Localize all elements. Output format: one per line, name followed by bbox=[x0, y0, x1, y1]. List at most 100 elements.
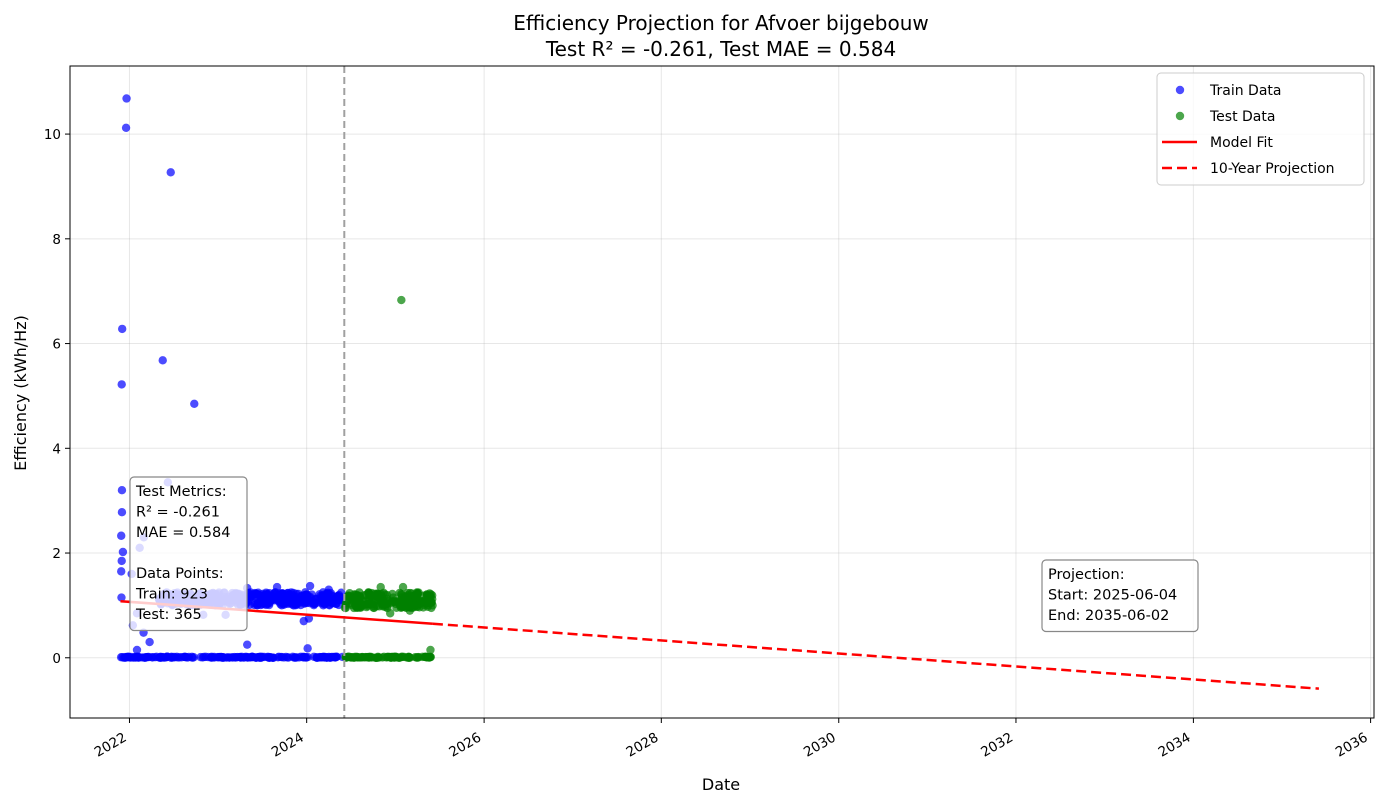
x-tick-label: 2024 bbox=[269, 730, 307, 761]
test-point bbox=[345, 591, 355, 601]
y-tick-label: 2 bbox=[52, 546, 61, 562]
test-point bbox=[371, 596, 380, 606]
test-point bbox=[376, 582, 385, 592]
test-point bbox=[341, 603, 350, 613]
train-point bbox=[184, 652, 194, 662]
legend-label: Model Fit bbox=[1210, 135, 1273, 151]
train-point bbox=[278, 589, 287, 598]
train-point bbox=[158, 356, 167, 365]
train-point bbox=[158, 652, 167, 662]
legend: Train Data Test Data Model Fit 10-Year Proj… bbox=[1156, 72, 1365, 186]
train-point bbox=[150, 653, 160, 662]
test-point bbox=[364, 588, 373, 598]
train-point bbox=[117, 380, 126, 389]
test-point bbox=[356, 602, 366, 611]
test-point bbox=[373, 652, 383, 661]
train-point bbox=[132, 645, 142, 655]
train-point bbox=[225, 653, 234, 662]
test-point bbox=[405, 588, 415, 598]
train-point bbox=[280, 597, 289, 607]
y-tick-label: 8 bbox=[52, 232, 61, 248]
x-tick-label: 2030 bbox=[801, 730, 839, 761]
train-point bbox=[301, 595, 310, 605]
train-point bbox=[312, 598, 322, 607]
plot-frame bbox=[69, 65, 1375, 719]
text-box-line: Start: 2025-06-04 bbox=[1048, 588, 1177, 604]
train-point bbox=[121, 123, 131, 132]
train-point bbox=[122, 94, 131, 103]
train-point bbox=[289, 601, 298, 610]
test-point bbox=[341, 653, 351, 662]
train-point bbox=[248, 590, 257, 599]
chart-title-line1: Efficiency Projection for Afvoer bijgebo… bbox=[513, 11, 929, 35]
train-point bbox=[210, 652, 219, 662]
text-box-frame bbox=[129, 476, 248, 632]
text-box-line: Test: 365 bbox=[135, 607, 202, 623]
test-point bbox=[426, 645, 435, 655]
y-tick-label: 10 bbox=[44, 127, 61, 143]
train-point bbox=[117, 593, 126, 602]
train-point bbox=[335, 596, 344, 605]
train-point bbox=[198, 653, 207, 662]
test-point bbox=[364, 653, 373, 662]
test-point bbox=[403, 596, 413, 605]
text-box-frame bbox=[1041, 559, 1199, 633]
train-point bbox=[272, 582, 282, 592]
legend-label: Test Data bbox=[1209, 109, 1275, 125]
train-point bbox=[145, 637, 154, 647]
train-point bbox=[324, 585, 333, 594]
test-point bbox=[352, 594, 361, 603]
train-point bbox=[117, 567, 126, 576]
text-box-line: End: 2035-06-02 bbox=[1048, 608, 1169, 624]
train-point bbox=[255, 597, 265, 607]
x-tick-label: 2032 bbox=[978, 730, 1016, 761]
legend-marker bbox=[1175, 85, 1185, 95]
train-point bbox=[117, 507, 127, 517]
text-box-line: MAE = 0.584 bbox=[136, 525, 230, 541]
test-point bbox=[423, 602, 432, 612]
train-point bbox=[218, 653, 227, 662]
train-point bbox=[118, 547, 128, 557]
train-point bbox=[318, 652, 327, 662]
test-point bbox=[382, 590, 392, 600]
x-tick-label: 2028 bbox=[624, 730, 662, 761]
train-point bbox=[304, 614, 314, 623]
y-tick-label: 6 bbox=[52, 337, 61, 353]
train-point bbox=[301, 653, 311, 662]
test-point bbox=[391, 652, 400, 661]
train-point bbox=[124, 652, 133, 662]
test-point bbox=[397, 295, 406, 305]
train-point bbox=[190, 399, 199, 408]
legend-frame bbox=[1156, 72, 1365, 186]
train-point bbox=[117, 485, 127, 495]
projection-line bbox=[432, 622, 1319, 690]
test-point bbox=[413, 588, 422, 598]
text-box-line: R² = -0.261 bbox=[136, 505, 220, 521]
train-point bbox=[117, 324, 127, 334]
legend-label: 10-Year Projection bbox=[1210, 161, 1335, 177]
test-point bbox=[385, 609, 395, 618]
legend-marker bbox=[1175, 111, 1185, 121]
train-point bbox=[166, 168, 175, 177]
train-point bbox=[272, 594, 281, 604]
x-tick-label: 2026 bbox=[446, 730, 484, 761]
test-metrics-box: Test Metrics: R² = -0.261 MAE = 0.584 Data … bbox=[129, 476, 248, 632]
x-tick-label: 2034 bbox=[1156, 730, 1194, 761]
text-box-line: Test Metrics: bbox=[135, 484, 227, 500]
train-point bbox=[255, 652, 264, 662]
train-point bbox=[265, 653, 275, 662]
test-point bbox=[416, 598, 425, 607]
test-point bbox=[379, 599, 389, 608]
test-point bbox=[397, 603, 407, 612]
train-point bbox=[175, 653, 184, 662]
train-point bbox=[117, 531, 126, 540]
train-point bbox=[133, 652, 142, 662]
train-point bbox=[243, 640, 252, 649]
y-tick-label: 0 bbox=[52, 651, 61, 667]
test-data-points bbox=[340, 295, 437, 662]
x-axis-label: Date bbox=[702, 775, 740, 794]
x-tick-label: 2036 bbox=[1333, 730, 1371, 761]
train-point bbox=[276, 652, 286, 662]
train-point bbox=[289, 653, 299, 662]
text-box-line: Train: 923 bbox=[135, 587, 208, 603]
